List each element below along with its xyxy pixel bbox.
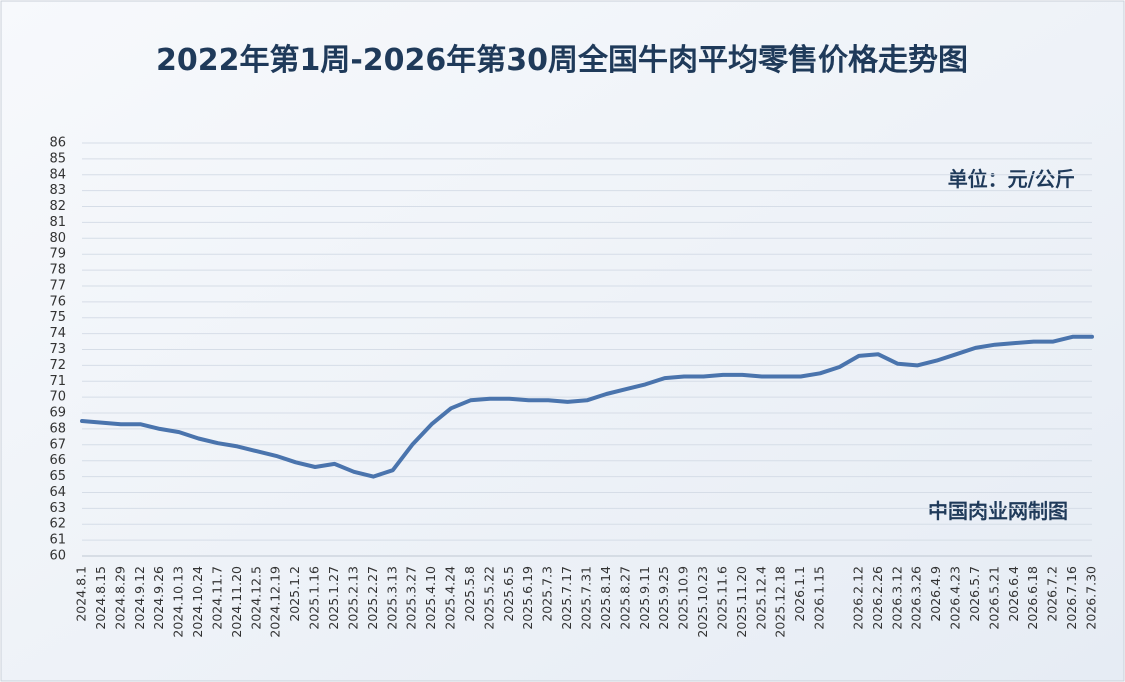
x-tick-label: 2025.8.27	[617, 566, 632, 630]
y-tick-label: 61	[49, 533, 66, 548]
x-tick-label: 2025.10.9	[676, 566, 691, 630]
y-tick-label: 81	[49, 215, 66, 230]
x-tick-label: 2026.6.4	[1006, 566, 1021, 622]
y-tick-label: 84	[49, 167, 66, 182]
x-tick-label: 2025.5.8	[462, 566, 477, 622]
x-tick-label: 2026.2.26	[870, 566, 885, 630]
y-tick-label: 69	[49, 406, 66, 421]
chart-title: 2022年第1周-2026年第30周全国牛肉平均零售价格走势图	[156, 43, 968, 78]
x-tick-label: 2025.1.2	[287, 566, 302, 622]
x-tick-label: 2024.9.12	[132, 566, 147, 630]
price-line	[80, 334, 1094, 479]
x-tick-label: 2025.1.16	[307, 566, 322, 630]
y-tick-label: 83	[49, 183, 66, 198]
y-tick-label: 77	[49, 278, 66, 293]
y-tick-label: 71	[49, 374, 66, 389]
x-tick-label: 2024.12.19	[268, 566, 283, 638]
y-tick-label: 64	[49, 485, 66, 500]
x-tick-label: 2025.5.22	[481, 566, 496, 630]
x-tick-label: 2025.10.23	[695, 566, 710, 638]
x-tick-label: 2024.10.13	[171, 566, 186, 638]
x-tick-label: 2025.1.27	[326, 566, 341, 630]
y-tick-label: 85	[49, 151, 66, 166]
x-tick-label: 2024.10.24	[190, 566, 205, 638]
x-tick-label: 2026.3.12	[889, 566, 904, 630]
x-tick-label: 2025.7.3	[540, 566, 555, 622]
x-tick-label: 2025.3.13	[384, 566, 399, 630]
y-tick-label: 70	[49, 390, 66, 405]
x-tick-label: 2026.7.30	[1084, 566, 1099, 630]
x-tick-label: 2026.1.1	[792, 566, 807, 622]
y-tick-label: 62	[49, 517, 66, 532]
x-tick-label: 2025.12.18	[773, 566, 788, 638]
x-tick-label: 2025.12.4	[753, 566, 768, 630]
x-tick-label: 2024.8.29	[112, 566, 127, 630]
y-tick-label: 63	[49, 501, 66, 516]
x-tick-label: 2024.12.5	[248, 566, 263, 630]
x-tick-label: 2025.11.20	[734, 566, 749, 638]
x-tick-label: 2025.7.31	[579, 566, 594, 630]
x-tick-label: 2025.4.10	[423, 566, 438, 630]
x-tick-label: 2025.6.5	[501, 566, 516, 622]
y-tick-label: 86	[49, 136, 66, 151]
x-tick-label: 2025.3.27	[404, 566, 419, 630]
x-tick-label: 2025.9.25	[656, 566, 671, 630]
x-tick-label: 2026.4.23	[948, 566, 963, 630]
x-tick-label: 2024.8.1	[74, 566, 89, 622]
x-tick-label: 2026.7.16	[1064, 566, 1079, 630]
y-tick-label: 82	[49, 199, 66, 214]
y-tick-label: 79	[49, 247, 66, 262]
x-tick-label: 2025.7.17	[559, 566, 574, 630]
y-tick-label: 67	[49, 437, 66, 452]
x-tick-label: 2025.4.24	[443, 566, 458, 630]
x-tick-label: 2025.9.11	[637, 566, 652, 630]
y-tick-label: 65	[49, 469, 66, 484]
x-tick-label: 2026.2.12	[850, 566, 865, 630]
x-tick-label: 2026.3.26	[909, 566, 924, 630]
x-tick-label: 2026.1.15	[812, 566, 827, 630]
x-tick-label: 2025.2.13	[345, 566, 360, 630]
x-tick-label: 2025.11.6	[714, 566, 729, 630]
y-tick-label: 66	[49, 453, 66, 468]
x-tick-label: 2024.8.15	[93, 566, 108, 630]
source-note: 中国肉业网制图	[928, 499, 1068, 523]
y-tick-label: 75	[49, 310, 66, 325]
x-tick-label: 2026.4.9	[928, 566, 943, 622]
x-tick-label: 2026.5.7	[967, 566, 982, 622]
y-tick-label: 78	[49, 263, 66, 278]
x-tick-label: 2026.6.18	[1025, 566, 1040, 630]
y-tick-label: 72	[49, 358, 66, 373]
y-tick-label: 60	[49, 549, 66, 564]
y-tick-label: 76	[49, 294, 66, 309]
y-tick-label: 80	[49, 231, 66, 246]
y-tick-label: 68	[49, 421, 66, 436]
x-tick-label: 2025.6.19	[520, 566, 535, 630]
x-tick-label: 2024.11.20	[229, 566, 244, 638]
x-tick-label: 2024.11.7	[209, 566, 224, 630]
y-tick-label: 73	[49, 342, 66, 357]
x-tick-label: 2024.9.26	[151, 566, 166, 630]
x-tick-label: 2025.2.27	[365, 566, 380, 630]
unit-note: 单位：元/公斤	[948, 167, 1075, 191]
y-tick-label: 74	[49, 326, 66, 341]
x-tick-label: 2025.8.14	[598, 566, 613, 630]
x-tick-label: 2026.7.2	[1045, 566, 1060, 622]
x-tick-label: 2026.5.21	[986, 566, 1001, 630]
